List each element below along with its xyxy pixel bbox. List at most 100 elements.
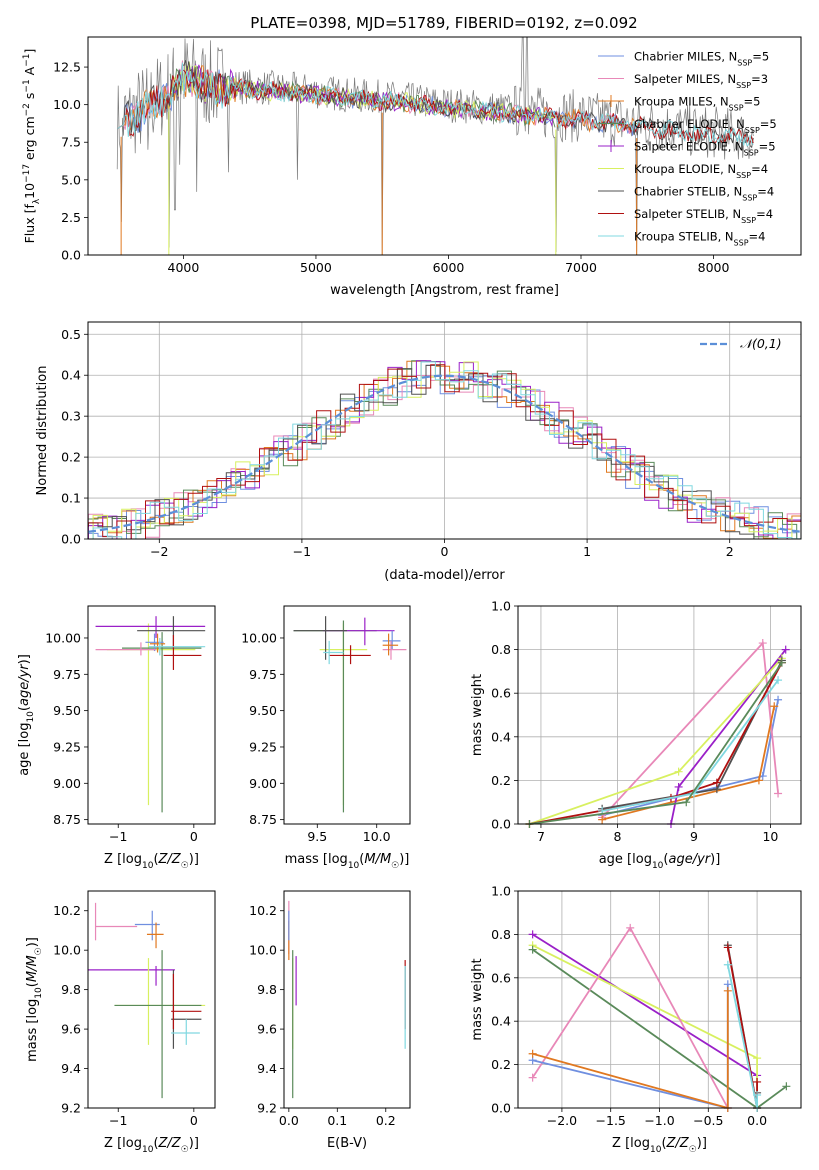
legend-label: Chabrier STELIB, NSSP=4 bbox=[634, 185, 774, 203]
spectrum-ylabel: Flux [fλ10−17 erg cm−2 s−1 A−1] bbox=[22, 49, 42, 244]
y-tick-label: 9.25 bbox=[53, 739, 81, 754]
y-tick-label: 10.00 bbox=[45, 630, 81, 645]
spectrum-model-kroupa_stelib bbox=[116, 62, 754, 147]
weight-marker-chabrier_elodie bbox=[782, 1082, 791, 1091]
x-tick-label: 0.0 bbox=[279, 1113, 299, 1128]
y-tick-label: 0.4 bbox=[491, 729, 511, 744]
mass_vs_EBV-chart: 0.0 0.1 0.2 9.2 9.4 9.6 9.8 10.0 10.2 E(B-V) bbox=[249, 890, 411, 1151]
axes-frame bbox=[283, 890, 411, 1109]
y-tick-label: 0.2 bbox=[491, 1057, 511, 1072]
weight-marker-salpeter_elodie bbox=[781, 645, 790, 654]
weight-marker-salpeter_elodie bbox=[674, 782, 683, 791]
y-tick-label: 0.1 bbox=[61, 491, 81, 506]
weight-line-salpeter_stelib bbox=[529, 662, 783, 825]
y-tick-label: 9.6 bbox=[257, 1022, 277, 1037]
weight_vs_age-chart: 7 8 9 10 0.0 0.2 0.4 0.6 0.8 1.0 age [log10(age/yr… bbox=[470, 599, 802, 871]
axes-frame bbox=[283, 605, 411, 825]
x-tick-label: 4000 bbox=[168, 260, 200, 275]
weight-marker-kroupa_elodie bbox=[674, 767, 683, 776]
hist-kroupa_stelib bbox=[88, 361, 801, 539]
y-tick-label: 9.2 bbox=[257, 1101, 277, 1116]
weight-line-kroupa_stelib bbox=[726, 964, 758, 1109]
weight-marker-kroupa_miles bbox=[723, 986, 732, 995]
y-tick-label: 7.5 bbox=[61, 135, 81, 150]
hist-kroupa_elodie bbox=[88, 361, 801, 539]
weight-marker-kroupa_stelib bbox=[753, 1090, 762, 1099]
axes-frame bbox=[517, 890, 802, 1109]
residuals-xlabel: (data-model)/error bbox=[384, 568, 505, 583]
spectrum-lines bbox=[116, 37, 754, 255]
x-tick-label: 5000 bbox=[300, 260, 332, 275]
y-tick-label: 10.2 bbox=[249, 903, 277, 918]
y-tick-label: 0.8 bbox=[491, 642, 511, 657]
spectrum-chart: 4000 5000 6000 7000 8000 0.0 2.5 5.0 7.5 10.0 12.5… bbox=[22, 36, 802, 298]
chart-layer: 4000 5000 6000 7000 80000.02.55.07.510.012.5… bbox=[17, 36, 802, 1155]
y-tick-label: 9.25 bbox=[249, 739, 277, 754]
y-tick-label: 0.4 bbox=[61, 368, 81, 383]
x-tick-label: 0 bbox=[190, 1113, 198, 1128]
y-tick-label: 10.0 bbox=[249, 943, 277, 958]
spectrum-xlabel: wavelength [Angstrom, rest frame] bbox=[330, 283, 559, 298]
y-tick-label: 9.8 bbox=[257, 982, 277, 997]
mass_vs_EBV-xlabel: E(B-V) bbox=[327, 1136, 367, 1151]
y-tick-label: 1.0 bbox=[491, 599, 511, 614]
y-tick-label: 0.2 bbox=[491, 773, 511, 788]
spectrum-model-kroupa_elodie bbox=[169, 61, 556, 123]
mass_vs_Z-chart: −1 0 9.2 9.4 9.6 9.8 10.0 10.2 Z [log10(Z/Z☉)] ma… bbox=[25, 890, 216, 1155]
x-tick-label: −1 bbox=[109, 1113, 127, 1128]
y-tick-label: 0.0 bbox=[61, 532, 81, 547]
axes-frame bbox=[87, 36, 802, 256]
x-tick-label: 9.5 bbox=[307, 829, 327, 844]
y-tick-label: 0.6 bbox=[491, 686, 511, 701]
x-tick-label: −0.5 bbox=[693, 1113, 723, 1128]
age_vs_mass-chart: 9.5 10.0 8.75 9.00 9.25 9.50 9.75 10.00 mass [lo… bbox=[241, 605, 411, 871]
axes-frame bbox=[517, 605, 802, 825]
y-tick-label: 10.0 bbox=[53, 97, 81, 112]
x-tick-label: 6000 bbox=[433, 260, 465, 275]
weight-marker-chabrier_elodie bbox=[777, 658, 786, 667]
y-tick-label: 8.75 bbox=[249, 812, 277, 827]
hist-kroupa_miles bbox=[88, 360, 801, 539]
mass_vs_Z-ylabel: mass [log10(M/M☉)] bbox=[25, 937, 44, 1062]
weight-line-chabrier_stelib bbox=[601, 660, 783, 810]
x-tick-label: −1 bbox=[109, 829, 127, 844]
y-tick-label: 0.2 bbox=[61, 450, 81, 465]
y-tick-label: 8.75 bbox=[53, 812, 81, 827]
legend-label: Chabrier MILES, NSSP=5 bbox=[634, 50, 769, 68]
hist-salpeter_stelib bbox=[88, 364, 801, 539]
x-tick-label: 8 bbox=[613, 829, 621, 844]
legend-label: Kroupa STELIB, NSSP=4 bbox=[634, 230, 765, 248]
axes-frame bbox=[87, 890, 216, 1109]
weight-marker-salpeter_miles bbox=[528, 1073, 537, 1082]
y-tick-label: 2.5 bbox=[61, 210, 81, 225]
x-tick-label: −1.0 bbox=[644, 1113, 674, 1128]
histogram-layer bbox=[88, 360, 801, 539]
y-tick-label: 9.00 bbox=[249, 776, 277, 791]
x-tick-label: −2.0 bbox=[547, 1113, 577, 1128]
hist-chabrier_stelib bbox=[88, 364, 801, 539]
age_vs_Z-xlabel: Z [log10(Z/Z☉)] bbox=[104, 852, 199, 871]
weight-marker-salpeter_miles bbox=[758, 639, 767, 648]
weight-marker-chabrier_elodie bbox=[528, 945, 537, 954]
residuals-chart: −2 −1 0 1 2 0.0 0.1 0.2 0.3 0.4 0.5 (data-model)/er… bbox=[35, 321, 802, 583]
weight-marker-kroupa_miles bbox=[770, 702, 779, 711]
x-tick-label: 0.2 bbox=[376, 1113, 396, 1128]
x-tick-label: 8000 bbox=[698, 260, 730, 275]
weight-marker-salpeter_stelib bbox=[753, 1077, 762, 1086]
x-tick-label: −2 bbox=[150, 544, 168, 559]
x-tick-label: 7000 bbox=[565, 260, 597, 275]
weight-marker-kroupa_stelib bbox=[723, 960, 732, 969]
legend-label: Kroupa ELODIE, NSSP=4 bbox=[634, 162, 768, 180]
y-tick-label: 10.0 bbox=[53, 943, 81, 958]
residuals-ylabel: Normed distribution bbox=[35, 366, 50, 496]
legend-label: Salpeter ELODIE, NSSP=5 bbox=[634, 140, 776, 158]
x-tick-label: 10 bbox=[762, 829, 778, 844]
y-tick-label: 0.3 bbox=[61, 409, 81, 424]
y-tick-label: 9.8 bbox=[61, 982, 81, 997]
y-tick-label: 10.2 bbox=[53, 903, 81, 918]
y-tick-label: 0.0 bbox=[491, 817, 511, 832]
axes-frame bbox=[87, 321, 802, 540]
age_vs_Z-chart: −1 0 8.75 9.00 9.25 9.50 9.75 10.00 Z [log10(Z/Z… bbox=[17, 605, 216, 871]
legend-label: Salpeter STELIB, NSSP=4 bbox=[634, 207, 773, 225]
x-tick-label: 9 bbox=[690, 829, 698, 844]
